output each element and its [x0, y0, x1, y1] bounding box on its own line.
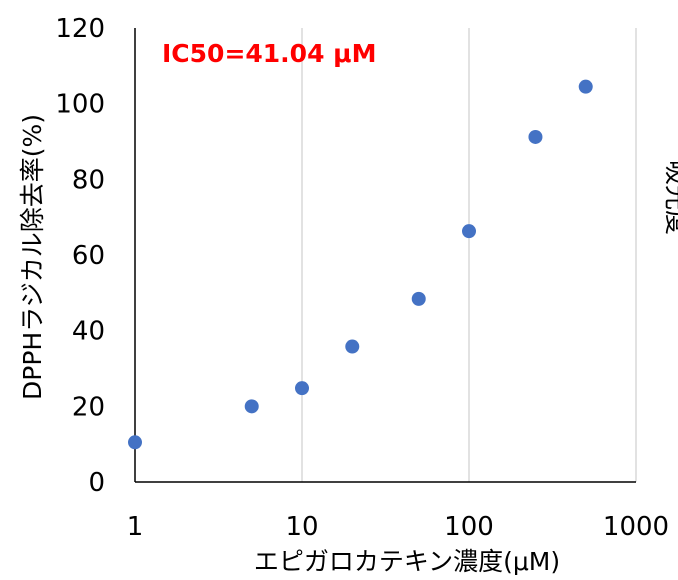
data-point	[295, 381, 309, 396]
data-point	[244, 399, 259, 414]
y-tick-label: 60	[72, 241, 105, 271]
data-point	[578, 79, 593, 94]
data-point	[462, 224, 476, 239]
x-tick-labels: 1 10 100 1000	[127, 512, 669, 542]
x-tick-label: 100	[444, 512, 494, 542]
y-tick-label: 20	[72, 392, 105, 422]
data-point	[528, 129, 543, 144]
y-tick-label: 80	[72, 165, 105, 195]
y-tick-label: 0	[88, 468, 105, 498]
y-axis-title: DPPHラジカル除去率(%)	[18, 114, 47, 400]
chart-annotation: IC50=41.04 μM	[162, 39, 376, 68]
data-point	[128, 435, 142, 450]
x-tick-label: 1	[127, 512, 144, 542]
y-tick-labels: 0 20 40 60 80 100 120	[55, 14, 105, 498]
data-point	[411, 291, 426, 306]
data-points	[128, 79, 593, 450]
x-axis-title: エピガロカテキン濃度(μM)	[254, 547, 560, 576]
x-tick-label: 1000	[603, 512, 669, 542]
side-fragment-text: 吸光度	[662, 160, 678, 235]
y-tick-label: 100	[55, 90, 105, 120]
data-point	[345, 339, 360, 354]
y-tick-label: 40	[72, 317, 105, 347]
x-tick-label: 10	[285, 512, 318, 542]
gridlines	[301, 28, 637, 482]
y-tick-label: 120	[55, 14, 105, 44]
